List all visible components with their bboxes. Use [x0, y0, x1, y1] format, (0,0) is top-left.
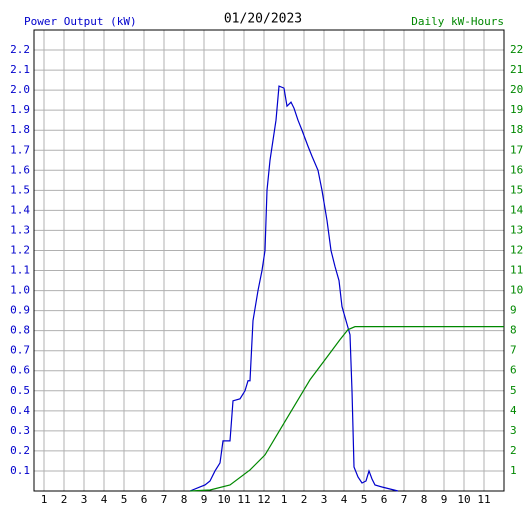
x-tick-label: 7 [401, 493, 408, 506]
x-tick-label: 6 [381, 493, 388, 506]
x-tick-label: 9 [201, 493, 208, 506]
x-tick-label: 2 [61, 493, 68, 506]
y-tick-label: 1.0 [10, 284, 30, 297]
x-tick-label: 1 [41, 493, 48, 506]
y-tick-label: 2.0 [10, 83, 30, 96]
y2-tick-label: 19 [510, 103, 523, 116]
x-tick-label: 1 [281, 493, 288, 506]
x-tick-label: 11 [477, 493, 490, 506]
y-tick-label: 0.3 [10, 424, 30, 437]
y-tick-label: 1.2 [10, 243, 30, 256]
y2-tick-label: 16 [510, 163, 523, 176]
y2-tick-label: 3 [510, 424, 517, 437]
series-line [189, 85, 399, 492]
y2-tick-label: 4 [510, 404, 517, 417]
y2-tick-label: 5 [510, 384, 517, 397]
y2-tick-label: 1 [510, 464, 517, 477]
x-tick-label: 8 [421, 493, 428, 506]
y-tick-label: 1.5 [10, 183, 30, 196]
y2-tick-label: 22 [510, 43, 523, 56]
y-tick-label: 0.6 [10, 364, 30, 377]
x-tick-label: 3 [321, 493, 328, 506]
y2-tick-label: 14 [510, 203, 524, 216]
x-tick-label: 6 [141, 493, 148, 506]
y2-tick-label: 2 [510, 444, 517, 457]
x-tick-label: 10 [217, 493, 230, 506]
x-tick-label: 7 [161, 493, 168, 506]
x-tick-label: 5 [361, 493, 368, 506]
chart-title: 01/20/2023 [224, 12, 302, 27]
series-line [189, 326, 504, 492]
y2-axis-label: Daily kW-Hours [411, 15, 504, 28]
y-tick-label: 0.8 [10, 324, 30, 337]
y2-tick-label: 17 [510, 143, 523, 156]
y-tick-label: 1.9 [10, 103, 30, 116]
y2-tick-label: 20 [510, 83, 523, 96]
y-tick-label: 1.1 [10, 264, 30, 277]
y-tick-label: 0.2 [10, 444, 30, 457]
y2-tick-label: 11 [510, 264, 523, 277]
plot-border [33, 29, 505, 492]
y-tick-label: 1.6 [10, 163, 30, 176]
y2-tick-label: 21 [510, 63, 523, 76]
y2-tick-label: 15 [510, 183, 523, 196]
y2-tick-label: 10 [510, 284, 523, 297]
y-tick-label: 0.1 [10, 464, 30, 477]
y-axis-label: Power Output (kW) [24, 15, 137, 28]
y-tick-label: 0.9 [10, 304, 30, 317]
y2-tick-label: 13 [510, 223, 523, 236]
y2-tick-label: 18 [510, 123, 523, 136]
y-tick-label: 0.5 [10, 384, 30, 397]
y-tick-label: 1.3 [10, 223, 30, 236]
y2-tick-label: 12 [510, 243, 523, 256]
y2-tick-label: 9 [510, 304, 517, 317]
x-tick-label: 11 [237, 493, 250, 506]
x-tick-label: 4 [101, 493, 108, 506]
x-tick-label: 2 [301, 493, 308, 506]
y-tick-label: 0.7 [10, 344, 30, 357]
y2-tick-label: 6 [510, 364, 517, 377]
x-tick-label: 10 [457, 493, 470, 506]
y-tick-label: 1.4 [10, 203, 30, 216]
y-tick-label: 0.4 [10, 404, 30, 417]
y2-tick-label: 8 [510, 324, 517, 337]
y-tick-label: 2.1 [10, 63, 30, 76]
x-tick-label: 3 [81, 493, 88, 506]
y2-tick-label: 7 [510, 344, 517, 357]
y-tick-label: 1.8 [10, 123, 30, 136]
x-tick-label: 8 [181, 493, 188, 506]
y-tick-label: 2.2 [10, 43, 30, 56]
x-tick-label: 9 [441, 493, 448, 506]
x-tick-label: 12 [257, 493, 270, 506]
x-tick-label: 5 [121, 493, 128, 506]
y-tick-label: 1.7 [10, 143, 30, 156]
x-tick-label: 4 [341, 493, 348, 506]
